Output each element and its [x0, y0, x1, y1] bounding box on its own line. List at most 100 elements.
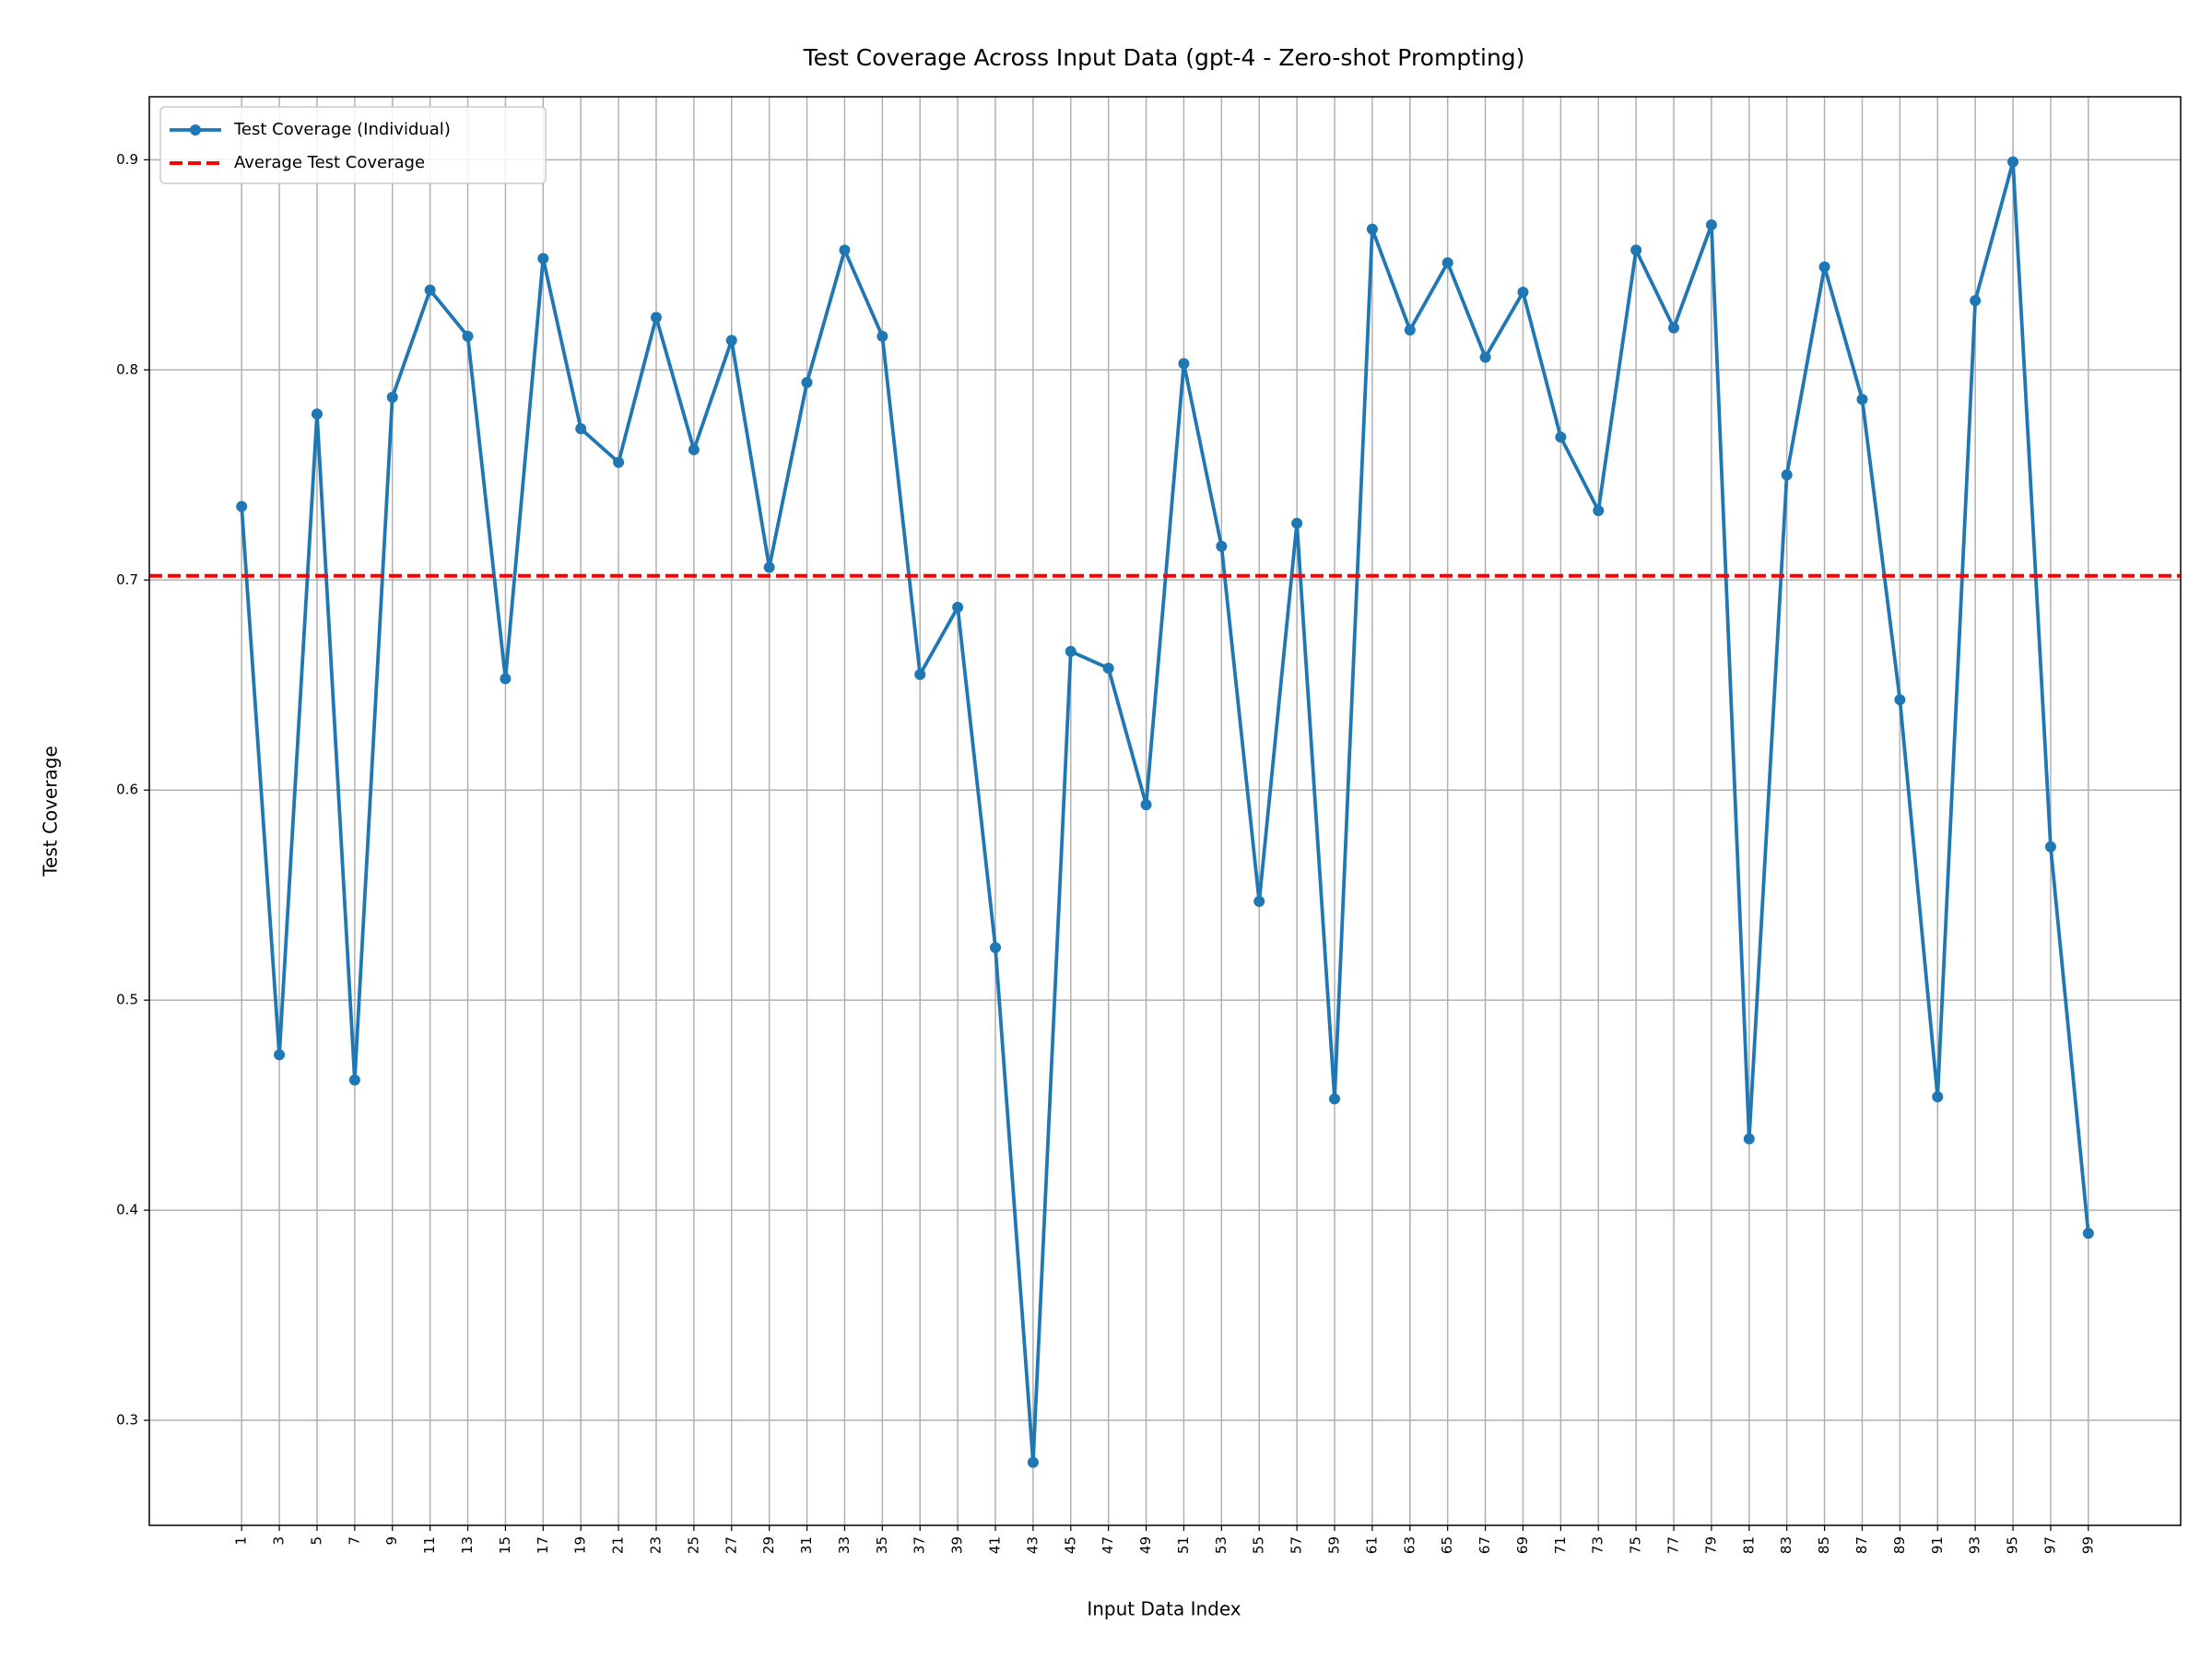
x-tick-label: 69 — [1514, 1536, 1531, 1554]
data-point — [1291, 517, 1303, 529]
x-tick-label: 91 — [1929, 1536, 1946, 1554]
data-point — [386, 391, 398, 403]
x-tick-label: 19 — [572, 1536, 589, 1554]
x-tick-label: 17 — [535, 1536, 551, 1554]
data-point — [725, 335, 737, 347]
x-tick-label: 27 — [723, 1536, 739, 1554]
x-tick-label: 25 — [685, 1536, 701, 1554]
x-tick-label: 85 — [1816, 1536, 1832, 1554]
data-point — [1932, 1091, 1944, 1102]
data-point — [575, 423, 587, 435]
data-point — [1894, 694, 1906, 706]
data-point — [2082, 1228, 2094, 1240]
data-point — [500, 673, 512, 685]
x-tick-label: 7 — [346, 1536, 362, 1546]
x-tick-label: 65 — [1439, 1536, 1455, 1554]
x-tick-label: 29 — [760, 1536, 777, 1554]
data-point — [462, 330, 474, 342]
data-point — [2007, 156, 2019, 168]
data-point — [952, 601, 964, 613]
data-point — [274, 1049, 286, 1061]
data-point — [1517, 286, 1529, 298]
data-point — [311, 408, 323, 420]
data-point — [1818, 261, 1830, 273]
data-point — [1253, 896, 1265, 908]
x-tick-label: 73 — [1590, 1536, 1606, 1554]
x-tick-label: 61 — [1363, 1536, 1380, 1554]
data-point — [236, 500, 248, 512]
x-tick-label: 11 — [421, 1536, 438, 1554]
data-point — [1630, 244, 1642, 256]
x-tick-label: 41 — [986, 1536, 1003, 1554]
x-tick-label: 79 — [1702, 1536, 1719, 1554]
x-tick-label: 83 — [1778, 1536, 1794, 1554]
data-point — [650, 312, 662, 324]
x-tick-label: 49 — [1137, 1536, 1154, 1554]
data-point — [1743, 1133, 1755, 1145]
data-point — [1593, 505, 1605, 517]
data-point — [1140, 799, 1152, 811]
x-tick-label: 51 — [1175, 1536, 1192, 1554]
data-point — [1102, 663, 1114, 674]
y-tick-label: 0.5 — [116, 992, 138, 1008]
data-point — [1329, 1093, 1341, 1105]
data-point — [1027, 1456, 1039, 1468]
y-tick-label: 0.7 — [116, 571, 138, 588]
data-point — [1366, 223, 1378, 235]
data-point — [424, 284, 436, 296]
x-tick-label: 31 — [798, 1536, 815, 1554]
data-point — [1856, 394, 1868, 406]
data-point — [914, 668, 926, 680]
x-tick-label: 43 — [1024, 1536, 1041, 1554]
data-point — [1781, 469, 1793, 481]
x-tick-label: 89 — [1891, 1536, 1908, 1554]
data-point — [537, 253, 549, 265]
x-tick-label: 37 — [912, 1536, 928, 1554]
chart-title: Test Coverage Across Input Data (gpt-4 -… — [803, 44, 1525, 71]
x-tick-label: 95 — [2005, 1536, 2021, 1554]
x-tick-label: 5 — [308, 1536, 324, 1546]
data-point — [1065, 645, 1077, 657]
x-axis-label: Input Data Index — [1087, 1598, 1241, 1620]
data-point — [1970, 295, 1982, 307]
data-point — [1479, 351, 1491, 363]
data-point — [763, 561, 775, 573]
y-tick-label: 0.4 — [116, 1202, 138, 1218]
legend-label: Test Coverage (Individual) — [233, 120, 451, 139]
x-tick-label: 53 — [1213, 1536, 1230, 1554]
x-tick-label: 45 — [1062, 1536, 1078, 1554]
x-tick-label: 15 — [497, 1536, 513, 1554]
legend-box — [159, 106, 547, 184]
x-tick-label: 87 — [1853, 1536, 1870, 1554]
data-point — [989, 942, 1001, 954]
x-tick-label: 59 — [1326, 1536, 1343, 1554]
x-tick-label: 57 — [1288, 1536, 1305, 1554]
x-tick-label: 1 — [233, 1536, 250, 1546]
x-tick-label: 77 — [1665, 1536, 1682, 1554]
data-point — [1555, 431, 1567, 443]
data-point — [801, 377, 813, 388]
y-tick-label: 0.9 — [116, 151, 138, 168]
legend-label: Average Test Coverage — [234, 153, 425, 172]
y-tick-label: 0.6 — [116, 782, 138, 798]
data-point — [688, 443, 700, 455]
x-tick-label: 55 — [1251, 1536, 1267, 1554]
x-tick-label: 81 — [1740, 1536, 1757, 1554]
x-tick-label: 13 — [459, 1536, 476, 1554]
x-tick-label: 67 — [1477, 1536, 1493, 1554]
data-point — [1178, 358, 1190, 370]
data-point — [877, 330, 888, 342]
y-axis-label: Test Coverage — [40, 746, 62, 877]
x-tick-label: 35 — [874, 1536, 890, 1554]
data-point — [348, 1074, 360, 1086]
x-tick-label: 71 — [1552, 1536, 1569, 1554]
data-point — [1705, 219, 1717, 231]
x-tick-label: 63 — [1401, 1536, 1418, 1554]
x-tick-label: 33 — [836, 1536, 853, 1554]
x-tick-label: 99 — [2079, 1536, 2096, 1554]
data-point — [2044, 841, 2056, 853]
data-point — [839, 244, 851, 256]
x-tick-label: 97 — [2041, 1536, 2058, 1554]
x-tick-label: 93 — [1967, 1536, 1983, 1554]
